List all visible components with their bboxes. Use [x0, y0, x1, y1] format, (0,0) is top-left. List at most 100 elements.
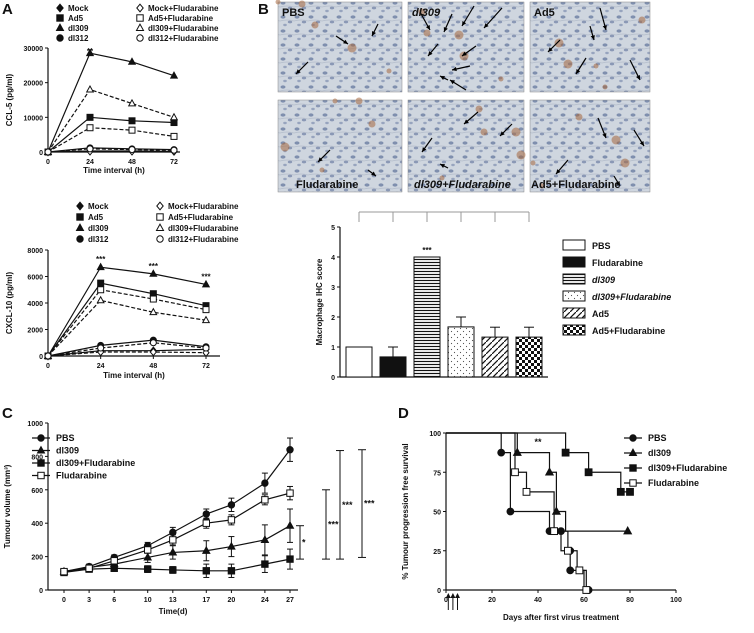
photo-label: dl309	[412, 7, 441, 19]
stain-spot	[311, 21, 319, 29]
legend-a1-ad5-fludarabine: Ad5+Fludarabine	[136, 14, 214, 23]
series-line	[47, 266, 207, 357]
data-point	[169, 71, 179, 79]
legend-marker	[36, 445, 46, 454]
x-tick-label: 72	[170, 159, 178, 166]
stain-spot	[347, 43, 357, 53]
stain-spot	[275, 0, 281, 5]
data-point	[261, 496, 269, 504]
arrow-head	[462, 51, 467, 56]
arrow-head	[464, 119, 469, 124]
stain-spot	[554, 38, 564, 48]
legend-marker	[156, 201, 164, 211]
ihc-tissue-image	[277, 1, 403, 93]
stain-spot	[611, 135, 621, 145]
legend-marker	[156, 213, 164, 221]
legend-d-dl309: dl309	[624, 448, 671, 458]
series-line	[63, 492, 291, 573]
legend-label: dl309	[68, 24, 89, 33]
series-dl312-fludarabine	[44, 145, 178, 156]
arrow-head	[556, 169, 561, 174]
stain-spot	[368, 120, 376, 128]
y-tick-label: 20000	[24, 81, 44, 88]
series-line	[47, 351, 207, 357]
x-tick-label: 0	[46, 363, 50, 370]
legend-label: dl309+Fludarabine	[648, 463, 727, 473]
survival-line	[446, 432, 589, 591]
arrow-head	[343, 39, 348, 44]
data-point	[201, 545, 211, 554]
data-point	[127, 98, 137, 107]
data-point	[201, 315, 211, 324]
legend-label: dl309	[88, 224, 109, 233]
data-point	[170, 119, 178, 127]
legend-label: Ad5+Fludarabine	[592, 326, 665, 336]
legend-label: Ad5	[68, 14, 84, 23]
x-tick-label: 0	[46, 159, 50, 166]
photo-label: Fludarabine	[296, 179, 358, 191]
legend-marker	[37, 459, 45, 467]
legend-label: Mock+Fludarabine	[168, 202, 239, 211]
data-point	[566, 566, 575, 575]
x-axis-label: Time interval (h)	[103, 371, 165, 380]
y-tick-label: 400	[31, 521, 43, 528]
data-point	[128, 126, 136, 134]
legend-marker	[628, 448, 638, 457]
stain-spot	[498, 76, 504, 82]
legend-label: dl312	[68, 34, 89, 43]
legend-d-dl309-fludarabine: dl309+Fludarabine	[624, 463, 727, 473]
y-tick-label: 100	[429, 431, 441, 438]
x-tick-label: 20	[488, 597, 496, 604]
data-point	[86, 145, 94, 153]
series-line	[47, 116, 175, 153]
data-point	[227, 541, 236, 550]
data-point	[286, 555, 294, 563]
series-line	[47, 289, 207, 357]
stain-spot	[280, 142, 290, 152]
data-point	[561, 448, 570, 457]
significance-annotation: *	[302, 537, 306, 547]
data-point	[497, 448, 506, 457]
stain-spot	[511, 127, 521, 137]
stain-spot	[459, 51, 469, 61]
data-point	[149, 339, 157, 347]
y-tick-label: 4000	[27, 301, 43, 308]
stain-spot	[575, 113, 583, 121]
legend-marker	[37, 434, 45, 442]
legend-marker	[136, 3, 144, 13]
y-axis-label: % Tumour progression free survival	[401, 443, 410, 579]
series-line	[47, 127, 175, 153]
data-point	[149, 295, 157, 303]
data-point	[144, 565, 152, 573]
data-point	[44, 148, 52, 156]
data-point	[44, 352, 52, 360]
significance-annotation: ***	[364, 499, 375, 509]
stain-spot	[563, 59, 573, 69]
arrow-head	[440, 164, 445, 168]
y-tick-label: 4	[331, 255, 335, 262]
x-axis-label: Days after first virus treatment	[503, 613, 619, 622]
x-tick-label: 10	[144, 597, 152, 604]
stain-spot	[418, 8, 426, 16]
legend-label: PBS	[592, 241, 611, 251]
legend-marker	[629, 479, 637, 487]
ihc-photo-dl309-fludarabine	[407, 99, 526, 193]
data-point	[86, 124, 94, 132]
legend-a2-dl312: dl312	[76, 235, 109, 244]
x-tick-label: 60	[580, 597, 588, 604]
significance-annotation: ***	[342, 500, 353, 510]
legend-swatch	[562, 256, 586, 268]
data-point	[168, 547, 178, 556]
stain-spot	[530, 160, 536, 166]
legend-b-fludarabine: Fludarabine	[562, 256, 643, 268]
legend-label: dl309+Fludarabine	[148, 24, 219, 33]
data-point	[110, 564, 118, 572]
stain-spot	[620, 158, 630, 168]
y-axis-label: Macrophage IHC score	[315, 258, 324, 345]
legend-label: Mock	[88, 202, 109, 211]
arrow-head	[590, 35, 595, 40]
series-dl309	[446, 432, 633, 535]
y-tick-label: 75	[433, 470, 441, 477]
legend-a1-dl309: dl309	[55, 23, 89, 33]
